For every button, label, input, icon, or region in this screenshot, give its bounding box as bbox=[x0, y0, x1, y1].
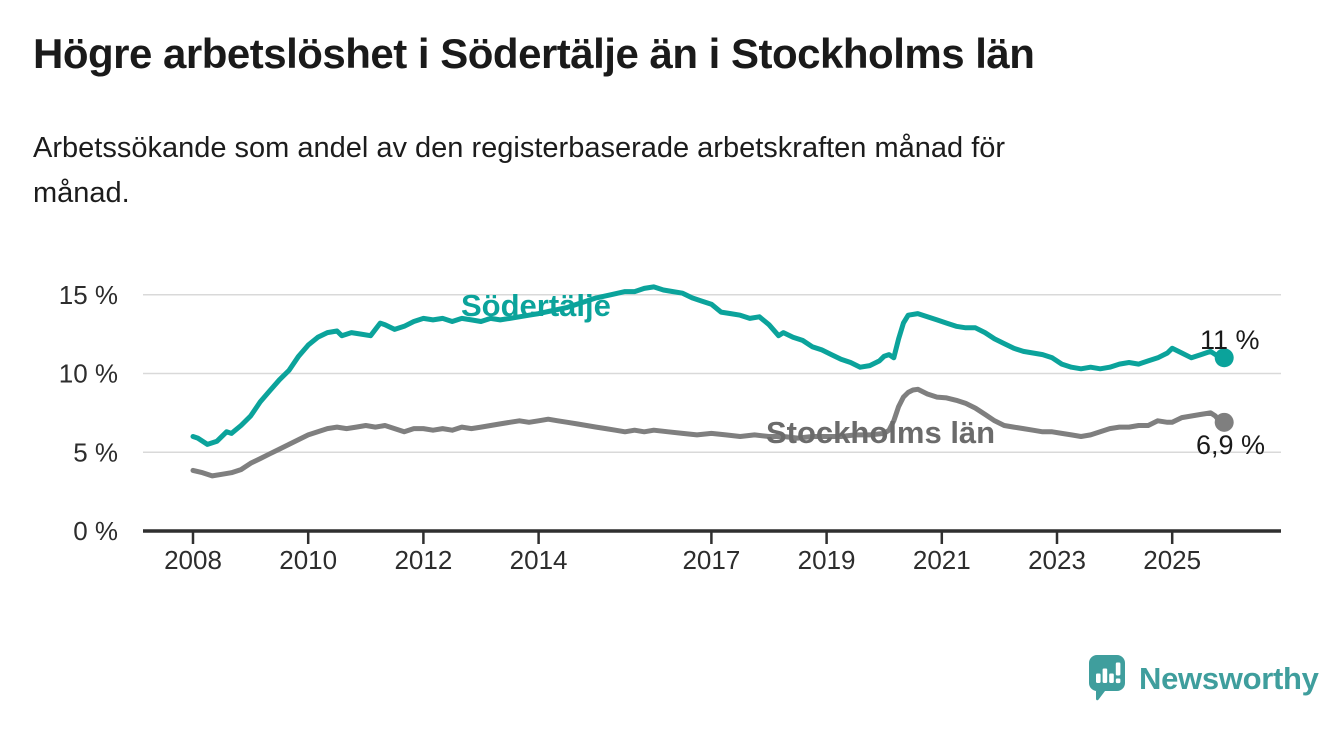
y-tick-label: 10 % bbox=[59, 359, 118, 389]
x-tick-label: 2010 bbox=[279, 545, 337, 575]
y-tick-label: 0 % bbox=[73, 516, 118, 546]
x-tick-label: 2023 bbox=[1028, 545, 1086, 575]
series-line-stockholms-lan bbox=[190, 386, 1223, 479]
x-tick-label: 2008 bbox=[164, 545, 222, 575]
x-tick-label: 2019 bbox=[798, 545, 856, 575]
x-tick-label: 2025 bbox=[1143, 545, 1201, 575]
x-tick-label: 2014 bbox=[510, 545, 568, 575]
y-tick-label: 5 % bbox=[73, 437, 118, 467]
end-value-label-sodertalje: 11 % bbox=[1200, 325, 1260, 355]
newsworthy-logo-text: Newsworthy bbox=[1139, 661, 1319, 696]
end-value-label-stockholms-lan: 6,9 % bbox=[1196, 430, 1266, 460]
newsworthy-logo-icon bbox=[1089, 655, 1125, 701]
series-label-stockholms-lan: Stockholms län bbox=[766, 415, 996, 450]
newsworthy-branding: Newsworthy bbox=[1088, 654, 1319, 704]
series-line-sodertalje bbox=[190, 284, 1223, 447]
x-tick-label: 2012 bbox=[394, 545, 452, 575]
x-tick-label: 2017 bbox=[682, 545, 740, 575]
series-end-dot-sodertalje bbox=[1214, 348, 1234, 368]
x-tick-label: 2021 bbox=[913, 545, 971, 575]
page-subtitle: Arbetssökande som andel av den registerb… bbox=[33, 132, 1006, 209]
y-tick-label: 15 % bbox=[59, 280, 118, 310]
series-end-dot-stockholms-lan bbox=[1214, 412, 1234, 432]
series-label-sodertalje: Södertälje bbox=[461, 288, 611, 323]
logo-bar-chart-glyph bbox=[1096, 662, 1121, 684]
page-title: Högre arbetslöshet i Södertälje än i Sto… bbox=[33, 30, 1035, 77]
